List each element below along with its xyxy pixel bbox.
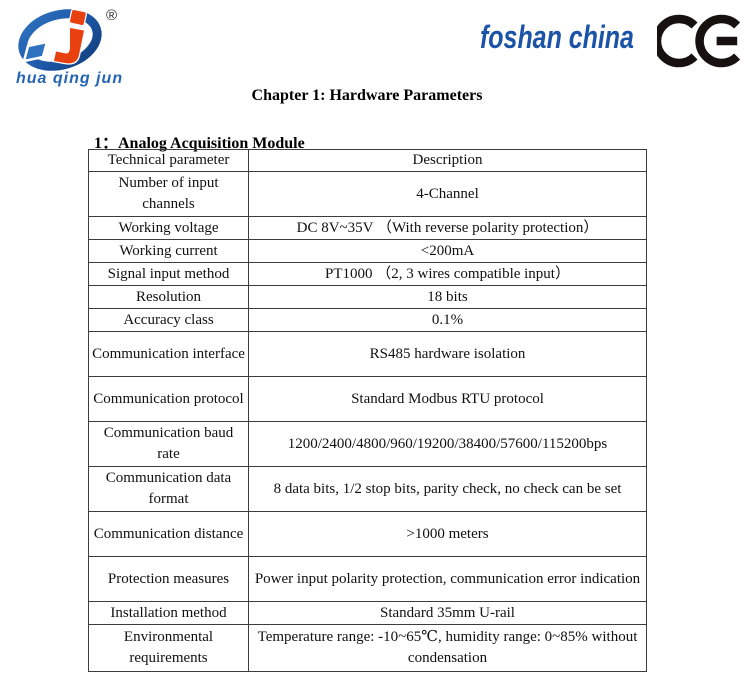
- param-cell: Communication interface: [88, 331, 249, 377]
- param-cell: Installation method: [88, 601, 249, 625]
- desc-cell: 18 bits: [248, 285, 647, 309]
- desc-cell: <200mA: [248, 239, 647, 263]
- desc-cell: 4-Channel: [248, 171, 647, 217]
- desc-cell: 1200/2400/4800/960/19200/38400/57600/115…: [248, 421, 647, 467]
- param-cell: Protection measures: [88, 556, 249, 602]
- table-row: Communication baud rate 1200/2400/4800/9…: [88, 421, 647, 467]
- table-row: Installation method Standard 35mm U-rail: [88, 601, 647, 625]
- desc-cell: >1000 meters: [248, 511, 647, 557]
- ce-mark-icon: [652, 12, 745, 75]
- param-cell: Signal input method: [88, 262, 249, 286]
- table-row: Communication protocol Standard Modbus R…: [88, 376, 647, 422]
- table-row: Resolution 18 bits: [88, 285, 647, 309]
- brand-region-text: foshan china: [480, 19, 634, 55]
- param-cell: Communication baud rate: [88, 421, 249, 467]
- table-row: Signal input method PT1000 （2, 3 wires c…: [88, 262, 647, 286]
- table-row: Working voltage DC 8V~35V （With reverse …: [88, 216, 647, 240]
- registered-trademark-symbol: ®: [106, 7, 118, 24]
- desc-cell: PT1000 （2, 3 wires compatible input）: [248, 262, 647, 286]
- desc-cell: Power input polarity protection, communi…: [248, 556, 647, 602]
- huaqingjun-logo-icon: [18, 8, 102, 71]
- desc-cell: Standard 35mm U-rail: [248, 601, 647, 625]
- param-cell: Communication distance: [88, 511, 249, 557]
- brand-logo: ® hua qing jun: [14, 4, 134, 96]
- table-row: Working current <200mA: [88, 239, 647, 263]
- col-header-parameter: Technical parameter: [88, 149, 249, 172]
- col-header-description: Description: [248, 149, 647, 172]
- chapter-title: Chapter 1: Hardware Parameters: [251, 87, 483, 104]
- desc-cell: Temperature range: -10~65℃, humidity ran…: [248, 624, 647, 672]
- table-row: Number of input channels 4-Channel: [88, 171, 647, 217]
- desc-cell: RS485 hardware isolation: [248, 331, 647, 377]
- table-row: Protection measures Power input polarity…: [88, 556, 647, 602]
- table-header-row: Technical parameter Description: [88, 149, 647, 172]
- table-row: Accuracy class 0.1%: [88, 308, 647, 332]
- table-row: Communication distance >1000 meters: [88, 511, 647, 557]
- desc-cell: DC 8V~35V （With reverse polarity protect…: [248, 216, 647, 240]
- param-cell: Environmental requirements: [88, 624, 249, 672]
- desc-cell: 8 data bits, 1/2 stop bits, parity check…: [248, 466, 647, 512]
- logo-wordmark: hua qing jun: [16, 70, 124, 87]
- param-cell: Working current: [88, 239, 249, 263]
- parameters-table: Technical parameter Description Number o…: [88, 149, 647, 672]
- table-row: Communication data format 8 data bits, 1…: [88, 466, 647, 512]
- param-cell: Working voltage: [88, 216, 249, 240]
- param-cell: Communication protocol: [88, 376, 249, 422]
- param-cell: Number of input channels: [88, 171, 249, 217]
- table-row: Environmental requirements Temperature r…: [88, 624, 647, 672]
- table-row: Communication interface RS485 hardware i…: [88, 331, 647, 377]
- desc-cell: Standard Modbus RTU protocol: [248, 376, 647, 422]
- section-title: 1：Analog Acquisition Module: [94, 135, 305, 152]
- desc-cell: 0.1%: [248, 308, 647, 332]
- param-cell: Accuracy class: [88, 308, 249, 332]
- param-cell: Communication data format: [88, 466, 249, 512]
- param-cell: Resolution: [88, 285, 249, 309]
